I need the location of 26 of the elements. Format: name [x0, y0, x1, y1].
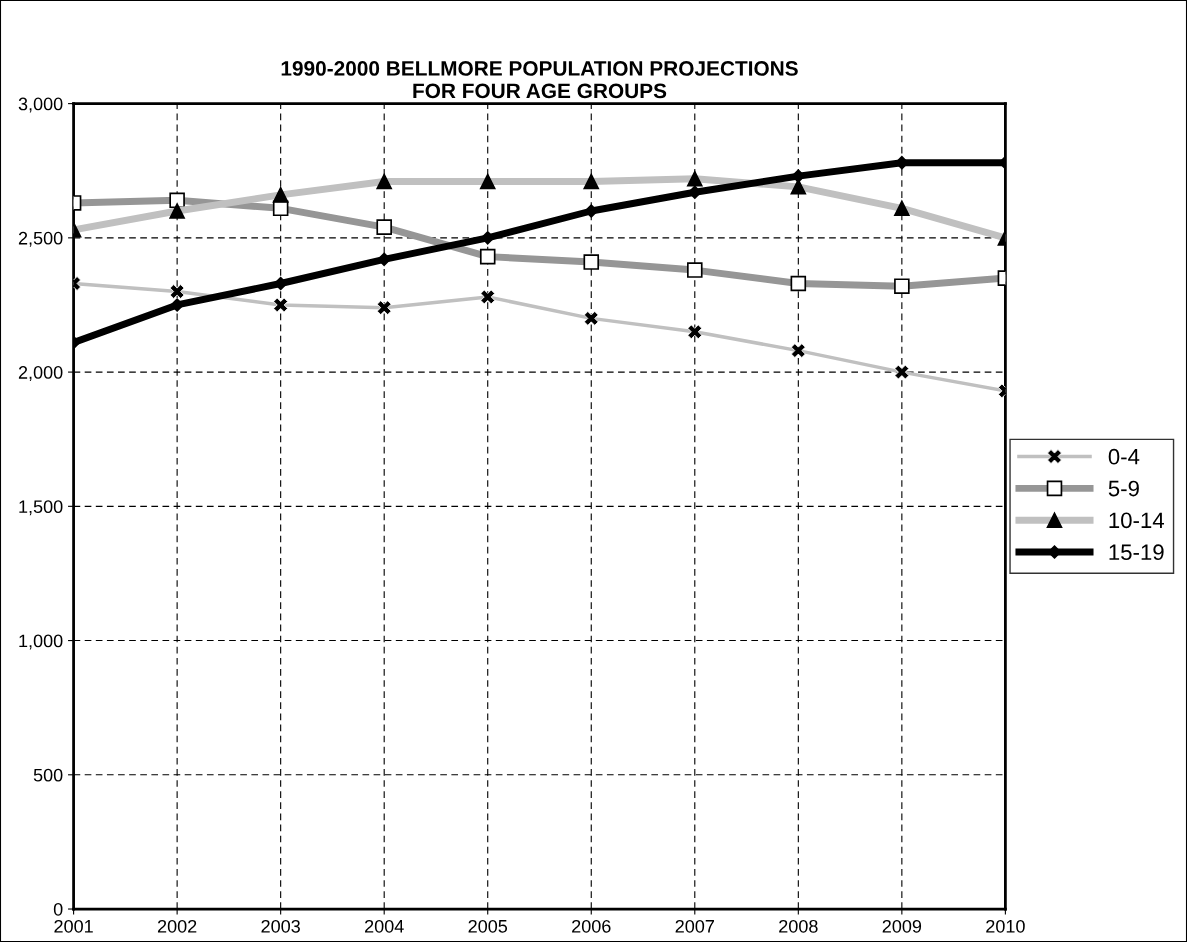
point	[584, 204, 598, 218]
x-tick-label: 2006	[572, 919, 611, 933]
point	[480, 231, 495, 245]
x-tick-label: 2003	[261, 919, 300, 933]
y-tick-label: 2,500	[18, 231, 63, 247]
y-tick-label: 3,000	[18, 97, 63, 113]
x-tick-label: 2009	[882, 919, 922, 933]
x-tick-label: 2001	[54, 919, 93, 933]
point	[377, 252, 391, 267]
legend-label: 15-19	[1109, 544, 1164, 561]
y-tick-label: 0	[53, 902, 63, 916]
x-tick-label: 2005	[468, 919, 508, 933]
point	[170, 298, 184, 312]
y-tick-label: 1,500	[19, 500, 63, 516]
x-tick-label: 2008	[779, 919, 818, 933]
y-tick-label: 2,000	[18, 366, 63, 381]
x-tick-label: 2007	[675, 919, 714, 933]
x-tick-label: 2002	[157, 919, 197, 933]
legend-label: 5-9	[1108, 480, 1139, 497]
legend-label: 10-14	[1109, 512, 1165, 529]
legend-label: 0-4	[1108, 448, 1140, 465]
chart-title: 1990-2000 BELLMORE POPULATION PROJECTIONS FOR FOUR AGE GROUPS	[281, 61, 798, 99]
x-tick-label: 2010	[986, 919, 1025, 933]
y-tick-label: 1,000	[19, 634, 63, 650]
x-tick-label: 2004	[365, 919, 404, 933]
y-tick-label: 500	[33, 768, 63, 782]
